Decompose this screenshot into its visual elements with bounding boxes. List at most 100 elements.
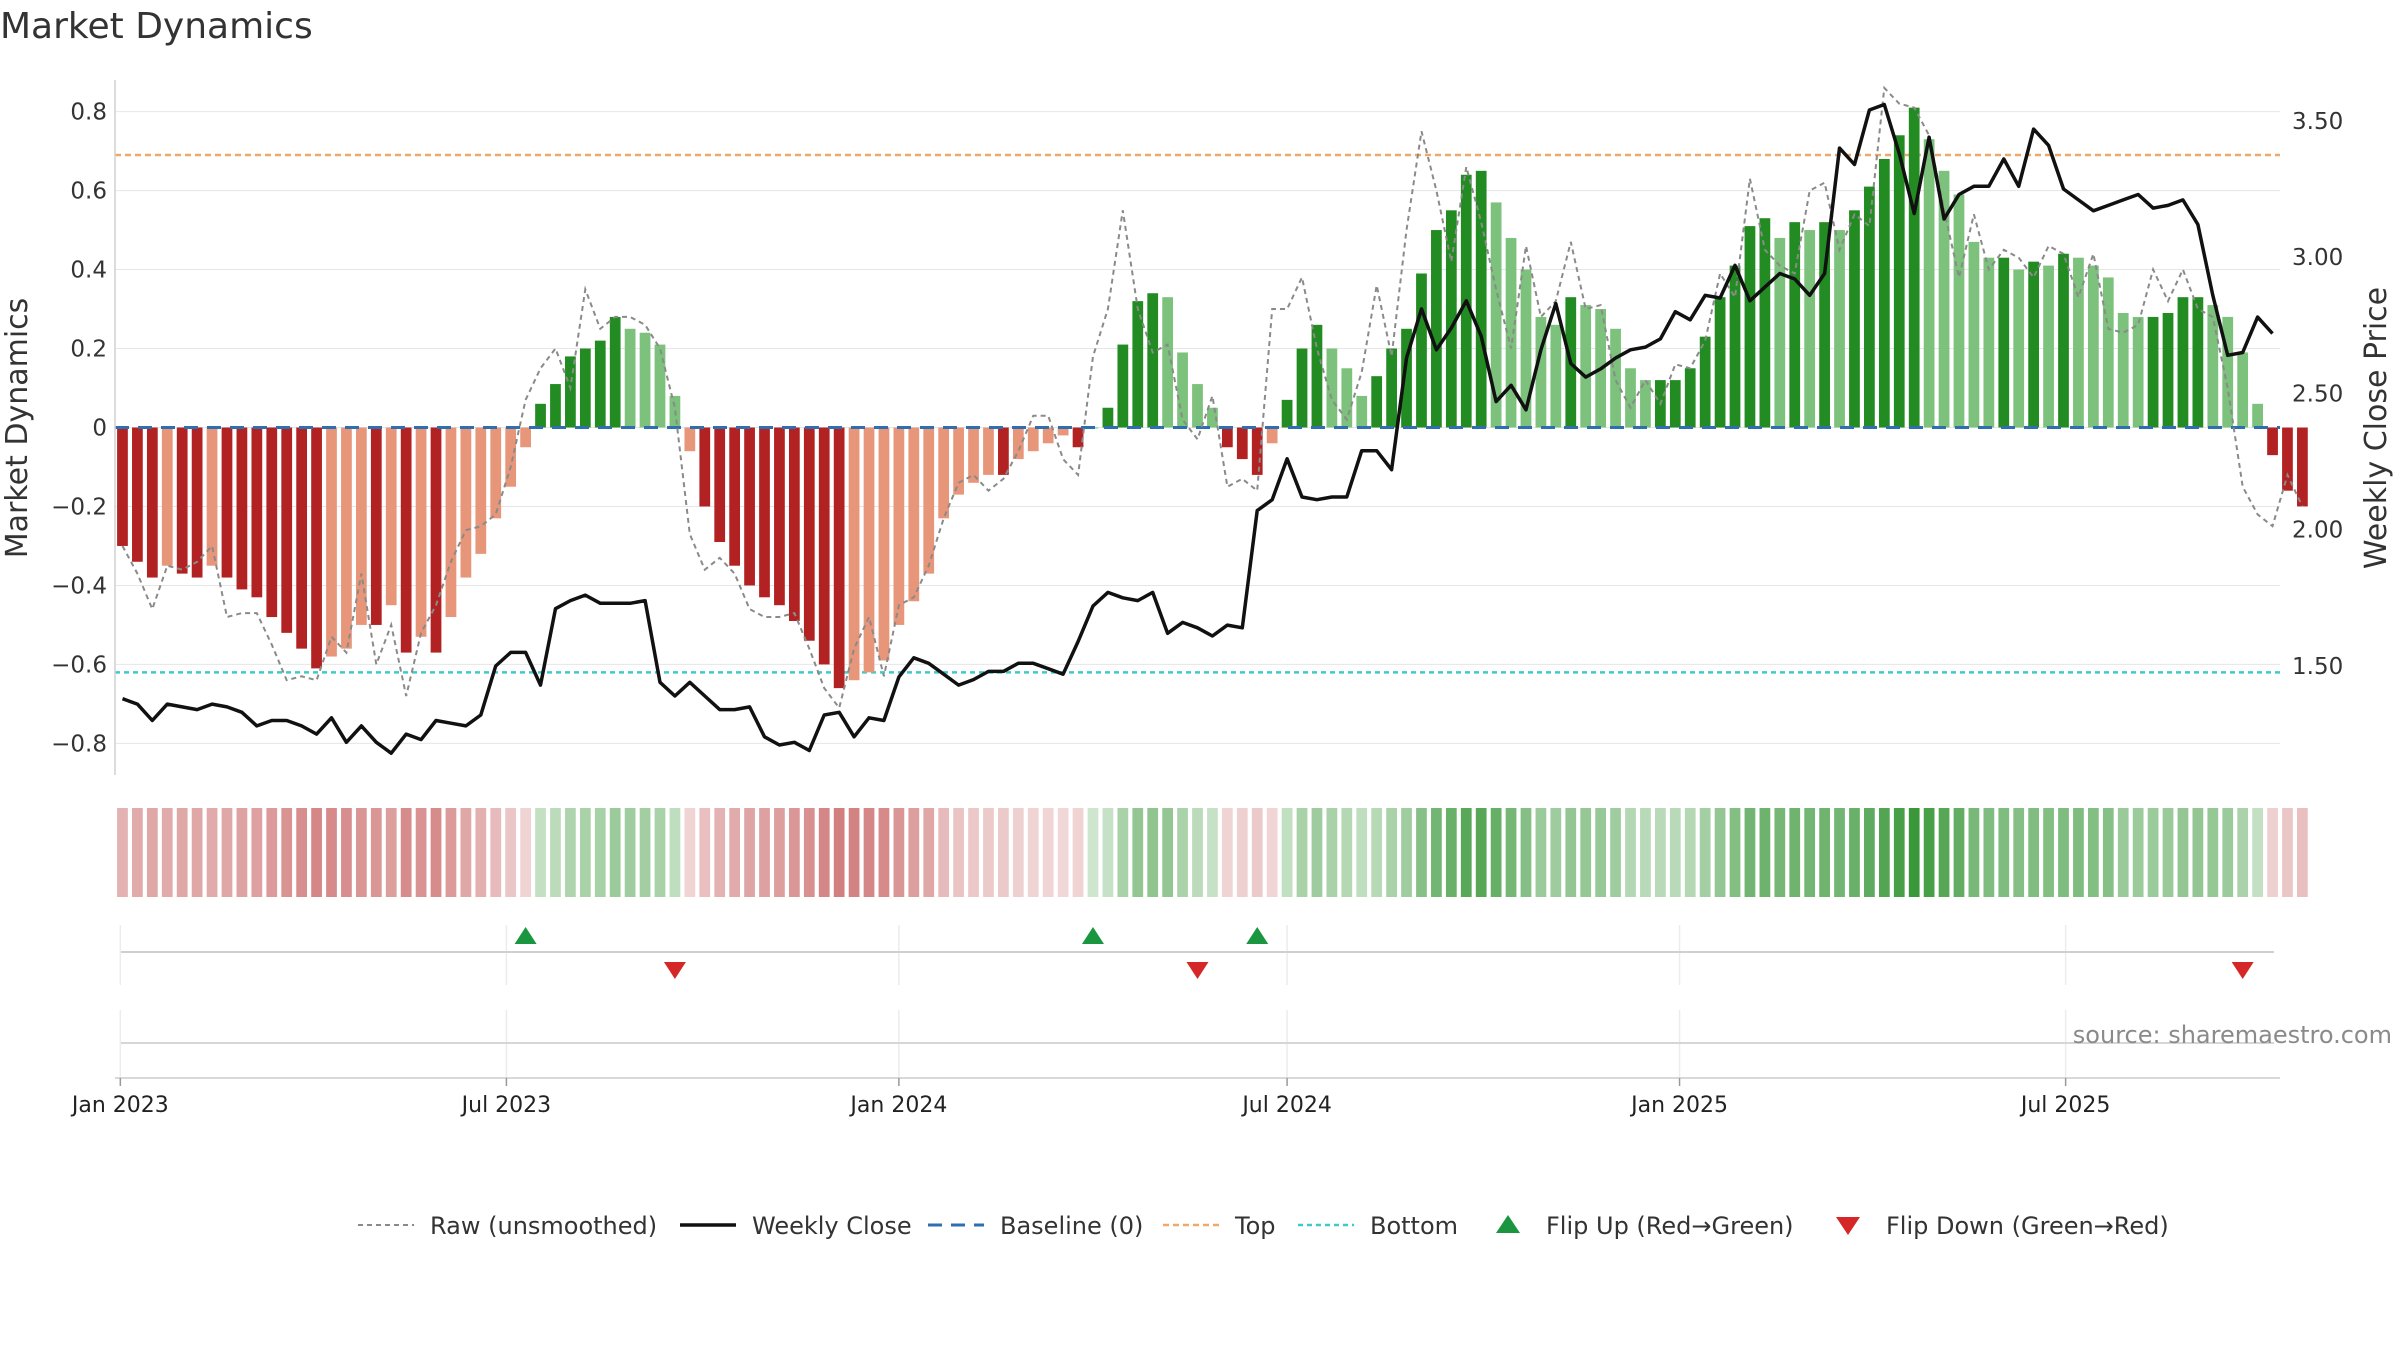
dynamics-bar: [2102, 277, 2114, 428]
dynamics-bar: [355, 427, 367, 625]
dynamics-bar: [833, 427, 845, 689]
strip-cell: [1057, 808, 1069, 897]
strip-cell: [1490, 808, 1502, 897]
dynamics-bar: [1834, 230, 1845, 428]
strip-cell: [968, 808, 979, 897]
dynamics-bar: [2013, 269, 2025, 428]
dynamics-bar: [2147, 316, 2159, 428]
dynamics-bar: [2237, 352, 2249, 428]
dynamics-bar: [191, 427, 203, 578]
dynamics-bar: [1117, 344, 1129, 428]
strip-cell: [430, 808, 442, 897]
strip-cell: [176, 808, 188, 897]
strip-cell: [1849, 808, 1860, 897]
strip-cell: [923, 808, 935, 897]
dynamics-bar: [1192, 384, 1203, 428]
strip-cell: [654, 808, 666, 897]
dynamics-bar: [893, 427, 905, 625]
dynamics-bar: [535, 403, 546, 428]
legend-label: Flip Up (Red→Green): [1546, 1212, 1794, 1240]
dynamics-bar: [1774, 237, 1786, 428]
dynamics-bar: [445, 427, 457, 618]
dynamics-bar: [251, 427, 263, 598]
dynamics-bar: [520, 427, 531, 448]
y-tick-left-label: 0.4: [70, 258, 107, 284]
dynamics-bar: [1893, 135, 1905, 428]
dynamics-bar: [2132, 316, 2144, 428]
y-tick-right-label: 2.50: [2292, 381, 2343, 407]
x-tick-label: Jan 2025: [1629, 1093, 1728, 1118]
dynamics-bar: [2207, 305, 2219, 428]
dynamics-bar: [938, 427, 950, 519]
strip-cell: [1983, 808, 1995, 897]
dynamics-bar: [1684, 368, 1696, 428]
strip-cell: [624, 808, 636, 897]
strip-cell: [848, 808, 860, 897]
strip-cell: [1759, 808, 1771, 897]
dynamics-bars: [115, 107, 2308, 689]
strip-cell: [1221, 808, 1233, 897]
strip-cell: [2013, 808, 2025, 897]
strip-cell: [520, 808, 531, 897]
dynamics-bar: [2297, 427, 2308, 507]
dynamics-bar: [1849, 210, 1860, 428]
dynamics-bar: [1326, 348, 1338, 428]
strip-cell: [938, 808, 950, 897]
strip-cell: [1087, 808, 1099, 897]
dynamics-bar: [699, 427, 711, 507]
strip-cell: [1445, 808, 1457, 897]
strip-cell: [161, 808, 173, 897]
y-tick-left-label: 0.8: [70, 100, 107, 126]
dynamics-bar: [176, 427, 188, 574]
strip-cell: [2073, 808, 2084, 897]
dynamics-bar: [490, 427, 502, 519]
source-label: source: sharemaestro.com: [2073, 1021, 2392, 1049]
strip-cell: [2102, 808, 2114, 897]
dynamics-bar: [1296, 348, 1308, 428]
dynamics-bar: [714, 427, 726, 543]
strip-cell: [1998, 808, 2010, 897]
flip-down-marker: [663, 962, 686, 979]
strip-cell: [1027, 808, 1039, 897]
dynamics-bar: [908, 427, 920, 602]
strip-cell: [1535, 808, 1547, 897]
strip-cell: [1714, 808, 1726, 897]
strip-cell: [2117, 808, 2129, 897]
dynamics-bar: [1744, 226, 1756, 428]
x-tick-label: Jan 2024: [848, 1093, 947, 1118]
dynamics-bar: [594, 340, 606, 428]
dynamics-bar: [1416, 273, 1427, 428]
strip-cell: [1072, 808, 1084, 897]
dynamics-bar: [1371, 376, 1383, 428]
legend-label: Baseline (0): [1000, 1212, 1143, 1240]
strip-cell: [684, 808, 696, 897]
legend-label: Raw (unsmoothed): [430, 1212, 657, 1240]
dynamics-bar: [1520, 269, 1532, 428]
strip-cell: [221, 808, 233, 897]
strip-cell: [475, 808, 487, 897]
strip-cell: [1938, 808, 1950, 897]
dynamics-bar: [475, 427, 487, 554]
dynamics-bar: [953, 427, 964, 495]
dynamics-bar: [1640, 380, 1651, 428]
dynamics-bar: [788, 427, 800, 621]
dynamics-bar: [2043, 265, 2054, 428]
dynamics-bar: [2252, 403, 2263, 428]
strip-cell: [2207, 808, 2219, 897]
strip-cell: [1819, 808, 1830, 897]
y-tick-left-label: −0.4: [51, 573, 107, 599]
dynamics-bar: [2028, 261, 2040, 428]
dynamics-bar: [1027, 427, 1039, 452]
x-tick-label: Jul 2024: [1240, 1093, 1332, 1118]
empty-lower-panel: [119, 1010, 2274, 1078]
dynamics-bar: [565, 356, 576, 428]
dynamics-bar: [281, 427, 293, 633]
legend-flip-up-icon: [1496, 1215, 1520, 1233]
strip-cell: [803, 808, 815, 897]
dynamics-bar: [221, 427, 233, 578]
dynamics-bar: [654, 344, 666, 428]
strip-cell: [1296, 808, 1308, 897]
strip-cell: [2267, 808, 2278, 897]
date-axis: Jan 2023 Jul 2023 Jan 2024 Jul 2024 Jan 2025…: [70, 1077, 2280, 1118]
strip-cell: [281, 808, 293, 897]
